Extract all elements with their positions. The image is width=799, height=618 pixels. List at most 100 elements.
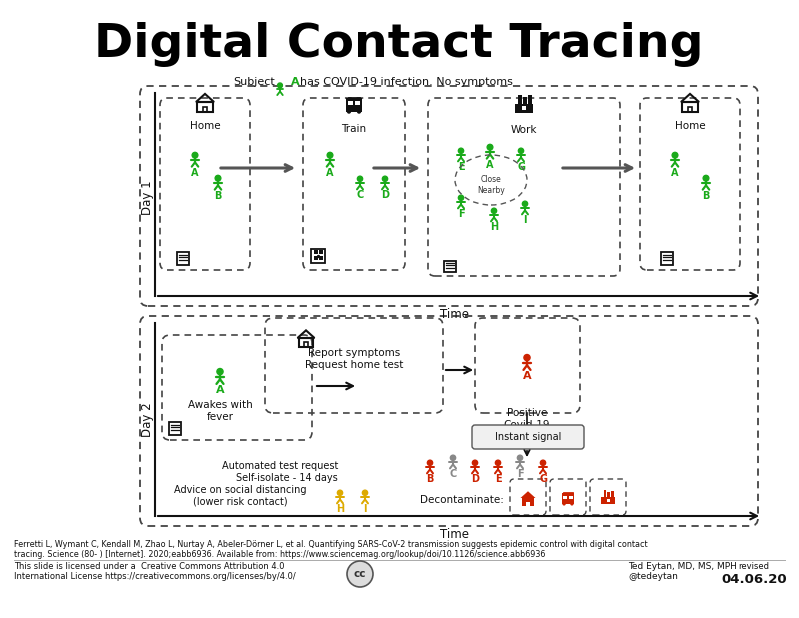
Text: Report symptoms
Request home test: Report symptoms Request home test bbox=[304, 348, 403, 370]
Text: Decontaminate:: Decontaminate: bbox=[420, 495, 504, 505]
Bar bbox=[444, 261, 456, 273]
Text: A: A bbox=[487, 159, 494, 169]
Bar bbox=[523, 106, 527, 111]
Circle shape bbox=[327, 153, 333, 158]
Circle shape bbox=[540, 460, 546, 465]
Circle shape bbox=[347, 561, 373, 587]
Text: A: A bbox=[326, 167, 334, 177]
FancyBboxPatch shape bbox=[472, 425, 584, 449]
Bar bbox=[177, 252, 189, 265]
Text: E: E bbox=[495, 474, 501, 484]
Bar bbox=[603, 490, 606, 497]
Circle shape bbox=[672, 153, 678, 158]
Circle shape bbox=[427, 460, 432, 465]
Bar bbox=[356, 101, 360, 105]
Bar bbox=[527, 502, 530, 506]
Circle shape bbox=[519, 148, 523, 153]
Text: A: A bbox=[523, 371, 531, 381]
Bar bbox=[523, 97, 527, 104]
Circle shape bbox=[518, 455, 523, 460]
Bar bbox=[319, 256, 323, 260]
Text: Awakes with
fever: Awakes with fever bbox=[188, 400, 252, 421]
Polygon shape bbox=[520, 491, 535, 498]
Text: Day 2: Day 2 bbox=[141, 403, 154, 438]
Circle shape bbox=[347, 109, 351, 114]
Bar bbox=[661, 252, 674, 265]
Circle shape bbox=[459, 195, 463, 200]
Circle shape bbox=[451, 455, 455, 460]
Bar bbox=[314, 250, 318, 255]
Bar bbox=[601, 497, 615, 504]
Bar bbox=[314, 256, 318, 260]
Text: Time: Time bbox=[440, 308, 470, 321]
Bar bbox=[311, 249, 325, 263]
Circle shape bbox=[357, 176, 363, 182]
Text: has COVID-19 infection. No symptoms: has COVID-19 infection. No symptoms bbox=[300, 77, 513, 87]
Circle shape bbox=[487, 145, 493, 150]
Bar bbox=[346, 98, 362, 112]
Text: H: H bbox=[490, 222, 498, 232]
Circle shape bbox=[277, 83, 282, 88]
Text: B: B bbox=[214, 190, 221, 201]
Bar bbox=[299, 338, 313, 347]
Circle shape bbox=[337, 490, 343, 496]
Text: Day 1: Day 1 bbox=[141, 180, 154, 215]
Bar bbox=[203, 106, 207, 112]
Text: B: B bbox=[702, 190, 710, 201]
Text: 04.06.20: 04.06.20 bbox=[721, 573, 787, 586]
Text: Ferretti L, Wymant C, Kendall M, Zhao L, Nurtay A, Abeler-Dörner L, et al. Quant: Ferretti L, Wymant C, Kendall M, Zhao L,… bbox=[14, 540, 648, 559]
Text: A: A bbox=[191, 167, 199, 177]
Text: Subject: Subject bbox=[233, 77, 275, 87]
Bar bbox=[606, 499, 610, 502]
Text: Home: Home bbox=[674, 121, 706, 131]
Circle shape bbox=[363, 490, 368, 496]
Text: C: C bbox=[449, 469, 456, 479]
Bar bbox=[563, 496, 567, 499]
Text: Close
Nearby: Close Nearby bbox=[477, 176, 505, 195]
Bar bbox=[611, 491, 614, 497]
Circle shape bbox=[570, 502, 574, 506]
Text: C: C bbox=[356, 190, 364, 200]
Circle shape bbox=[215, 176, 221, 181]
Text: cc: cc bbox=[354, 569, 366, 579]
Bar bbox=[169, 422, 181, 434]
Text: Train: Train bbox=[341, 124, 367, 134]
Bar bbox=[688, 106, 692, 112]
Circle shape bbox=[383, 176, 388, 182]
Circle shape bbox=[459, 148, 463, 153]
Bar bbox=[607, 491, 610, 497]
Bar bbox=[682, 102, 698, 112]
Text: Time: Time bbox=[440, 528, 470, 541]
Bar bbox=[522, 498, 535, 506]
Text: H: H bbox=[336, 504, 344, 514]
Text: Digital Contact Tracing: Digital Contact Tracing bbox=[94, 22, 704, 67]
Bar bbox=[515, 104, 533, 112]
Circle shape bbox=[472, 460, 478, 465]
Bar bbox=[528, 95, 531, 104]
Text: This slide is licensed under a  Creative Commons Attribution 4.0
International L: This slide is licensed under a Creative … bbox=[14, 562, 296, 582]
Text: B: B bbox=[427, 474, 434, 484]
Text: F: F bbox=[517, 469, 523, 479]
Circle shape bbox=[562, 502, 566, 506]
Text: G: G bbox=[539, 474, 547, 484]
Text: F: F bbox=[458, 210, 464, 219]
Text: G: G bbox=[517, 162, 525, 172]
Text: D: D bbox=[471, 474, 479, 484]
Text: I: I bbox=[364, 504, 367, 514]
Bar bbox=[348, 101, 352, 105]
Bar bbox=[569, 496, 573, 499]
Text: E: E bbox=[458, 162, 464, 172]
Bar bbox=[519, 95, 522, 104]
Circle shape bbox=[491, 208, 497, 213]
Text: A: A bbox=[671, 167, 678, 177]
Text: Advice on social distancing
(lower risk contact): Advice on social distancing (lower risk … bbox=[173, 485, 306, 507]
Circle shape bbox=[217, 368, 223, 375]
Text: Automated test request
Self-isolate - 14 days: Automated test request Self-isolate - 14… bbox=[221, 461, 338, 483]
Text: I: I bbox=[523, 215, 527, 225]
Bar bbox=[562, 493, 574, 504]
Bar bbox=[319, 250, 323, 255]
Circle shape bbox=[523, 201, 527, 206]
Text: Instant signal: Instant signal bbox=[495, 432, 561, 442]
Circle shape bbox=[357, 109, 361, 114]
Text: D: D bbox=[381, 190, 389, 200]
